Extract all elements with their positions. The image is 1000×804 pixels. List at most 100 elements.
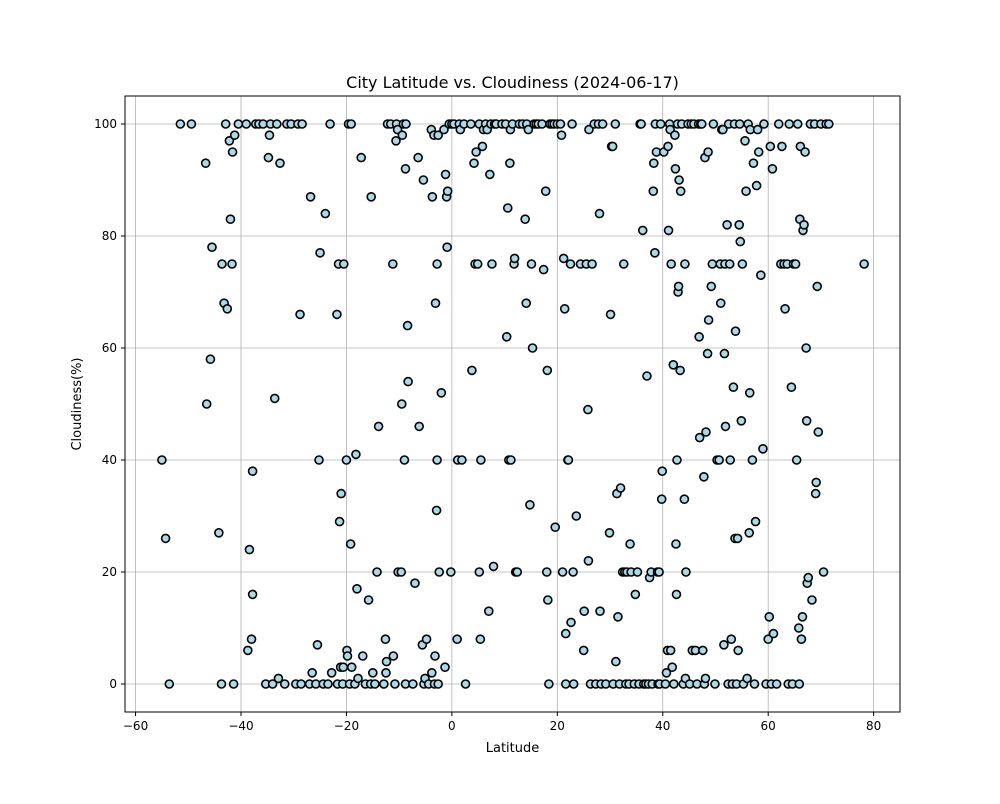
data-point (666, 259, 676, 269)
data-point (657, 466, 668, 477)
data-point (353, 673, 363, 684)
data-point (346, 119, 356, 129)
data-point (228, 679, 239, 689)
data-point (753, 147, 764, 157)
data-point (440, 662, 450, 673)
data-point (436, 387, 447, 398)
data-point (457, 455, 467, 465)
data-point (672, 455, 682, 465)
data-point (315, 248, 325, 258)
data-point (388, 259, 398, 269)
data-point (578, 645, 589, 656)
data-point (764, 611, 775, 622)
data-point (214, 527, 224, 538)
data-point (747, 455, 758, 465)
data-point (811, 477, 821, 488)
data-point (733, 645, 743, 656)
data-point (694, 331, 704, 342)
data-point (703, 315, 714, 325)
data-point (724, 259, 735, 269)
data-point (587, 259, 597, 269)
data-point (559, 303, 570, 314)
data-point (414, 421, 424, 432)
data-point (708, 119, 719, 129)
data-point (751, 180, 762, 191)
data-point (567, 119, 577, 129)
data-point (801, 415, 812, 426)
data-point (175, 119, 186, 129)
data-point (403, 376, 413, 387)
data-point (475, 634, 486, 645)
data-point (397, 130, 408, 140)
data-point (521, 298, 532, 309)
data-point (523, 124, 534, 135)
data-point (655, 119, 666, 129)
data-point (791, 455, 802, 465)
data-point (607, 141, 618, 152)
data-point (792, 119, 803, 129)
x-tick-label: 20 (550, 719, 565, 733)
data-point (719, 639, 729, 650)
data-point (786, 382, 797, 393)
x-axis-label: Latitude (486, 741, 540, 756)
data-point (800, 147, 810, 157)
data-point (560, 679, 571, 689)
data-point (675, 365, 685, 376)
data-point (719, 348, 730, 359)
data-point (390, 679, 400, 689)
data-point (765, 141, 776, 152)
data-point (157, 455, 167, 465)
plot-frame (124, 95, 901, 713)
data-point (269, 393, 280, 404)
data-point (421, 634, 432, 645)
data-point (667, 662, 678, 673)
data-point (351, 449, 361, 460)
data-point (442, 186, 453, 196)
data-point (314, 455, 324, 465)
data-point (342, 651, 353, 661)
y-tick-label: 80 (102, 229, 117, 243)
data-point (216, 679, 227, 689)
data-point (670, 164, 681, 174)
data-point (332, 309, 342, 320)
data-point (673, 281, 684, 292)
data-point (509, 253, 520, 264)
data-point (557, 567, 568, 577)
data-point (320, 208, 331, 219)
data-point (610, 119, 621, 129)
data-point (660, 679, 671, 689)
data-point (338, 259, 349, 269)
data-point (543, 595, 553, 605)
data-point (229, 130, 240, 140)
data-point (452, 634, 462, 645)
data-point (356, 152, 366, 163)
y-tick-label: 40 (102, 453, 117, 467)
data-point (702, 348, 713, 359)
data-point (323, 679, 333, 689)
data-point (618, 259, 629, 269)
y-tick-label: 20 (102, 565, 117, 579)
data-point (312, 639, 323, 650)
data-point (430, 298, 441, 309)
data-point (771, 679, 782, 689)
data-point (544, 679, 554, 689)
data-point (679, 494, 690, 505)
data-point (225, 214, 236, 224)
data-point (526, 259, 537, 269)
data-point (565, 259, 576, 269)
data-point (615, 483, 626, 493)
data-point (272, 119, 282, 129)
data-point (803, 572, 814, 583)
data-point (661, 667, 672, 678)
data-point (703, 147, 713, 157)
data-point (432, 259, 442, 269)
data-point (550, 522, 561, 533)
data-point (472, 259, 483, 269)
data-point (636, 119, 646, 129)
data-point (579, 606, 590, 617)
data-point (663, 225, 674, 236)
data-point (334, 516, 345, 527)
data-point (275, 158, 285, 168)
data-point (725, 455, 736, 465)
